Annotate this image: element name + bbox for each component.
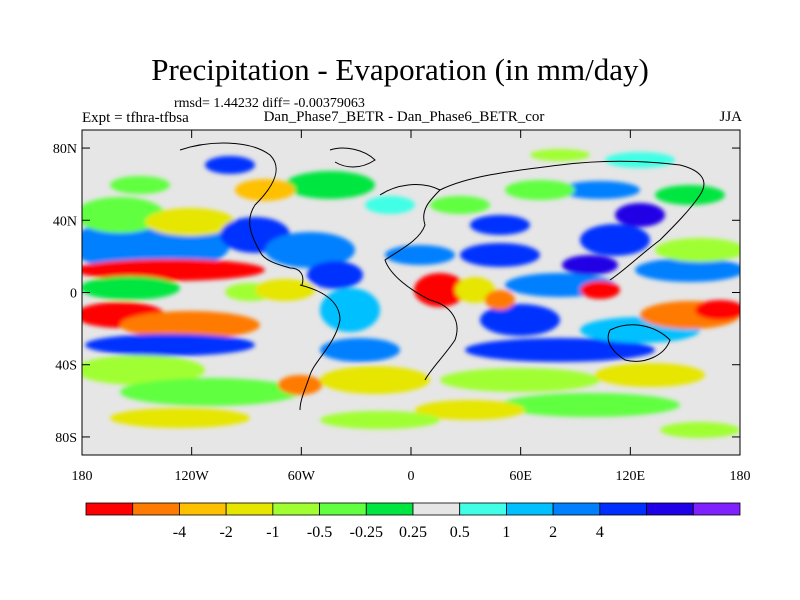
experiment-label: Expt = tfhra-tfbsa xyxy=(82,110,189,126)
lon-tick-label: 180 xyxy=(730,469,751,484)
colorbar-swatch xyxy=(225,502,274,516)
axis-ticks xyxy=(81,130,741,455)
colorbar-swatch xyxy=(459,502,507,516)
colorbar-swatch xyxy=(319,502,367,516)
lat-tick-label: 0 xyxy=(70,287,77,302)
coastlines xyxy=(179,142,705,411)
colorbar-swatch xyxy=(599,502,647,516)
colorbar-swatch xyxy=(132,502,180,516)
colorbar-label: -0.5 xyxy=(307,524,332,541)
lon-tick-label: 60E xyxy=(509,469,532,484)
colorbar-label: -0.25 xyxy=(350,524,383,541)
lat-tick-label: 40N xyxy=(53,214,77,229)
colorbar xyxy=(85,502,741,516)
colorbar-swatch xyxy=(179,502,227,516)
colorbar-label: 2 xyxy=(549,524,557,541)
lat-tick-label: 80S xyxy=(55,431,77,446)
season-label: JJA xyxy=(719,109,742,125)
colorbar-label: -2 xyxy=(219,524,232,541)
longitude-axis: 180 120W 60W 0 60E 120E 180 xyxy=(72,469,751,484)
colorbar-swatch xyxy=(85,502,134,516)
colorbar-swatch xyxy=(646,502,694,516)
lat-tick-label: 40S xyxy=(55,359,77,374)
colorbar-swatch xyxy=(552,502,601,516)
colorbar-label: -1 xyxy=(266,524,279,541)
colorbar-label: -4 xyxy=(173,524,186,541)
precip-field xyxy=(82,130,740,455)
colorbar-swatch xyxy=(272,502,320,516)
case-subtitle: Dan_Phase7_BETR - Dan_Phase6_BETR_cor xyxy=(263,109,545,125)
colorbar-label: 0.25 xyxy=(399,524,427,541)
lon-tick-label: 180 xyxy=(72,469,93,484)
latitude-axis: 80N 40N 0 40S 80S xyxy=(53,142,77,446)
colorbar-label: 4 xyxy=(596,524,604,541)
colorbar-labels: -4 -2 -1 -0.5 -0.25 0.25 0.5 1 2 4 xyxy=(173,524,604,541)
colorbar-swatch xyxy=(365,502,414,516)
colorbar-swatch xyxy=(506,502,554,516)
plot-title: Precipitation - Evaporation (in mm/day) xyxy=(151,52,649,87)
colorbar-label: 0.5 xyxy=(450,524,470,541)
lon-tick-label: 120W xyxy=(175,469,210,484)
lon-tick-label: 60W xyxy=(288,469,316,484)
lon-tick-label: 120E xyxy=(616,469,646,484)
colorbar-label: 1 xyxy=(502,524,510,541)
stats-text: rmsd= 1.44232 diff= -0.00379063 xyxy=(174,96,365,111)
colorbar-swatch xyxy=(692,502,741,516)
lat-tick-label: 80N xyxy=(53,142,77,157)
colorbar-swatch xyxy=(412,502,461,516)
lon-tick-label: 0 xyxy=(408,469,415,484)
